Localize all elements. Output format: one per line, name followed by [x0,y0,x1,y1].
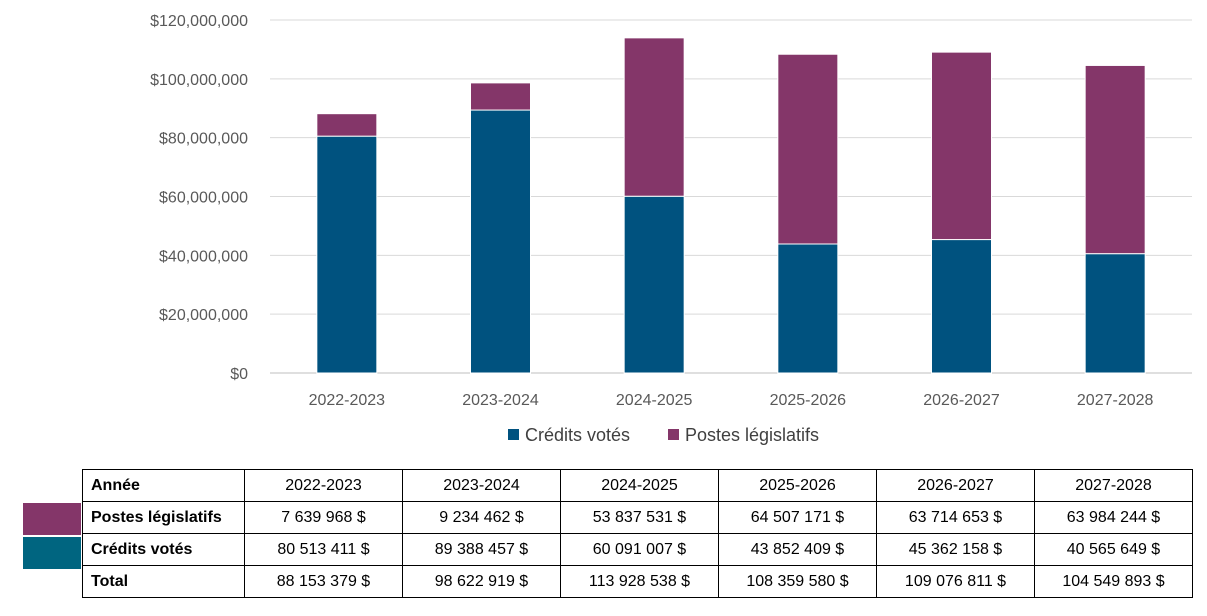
bar-segment [470,82,531,111]
x-tick-label: 2026-2027 [923,392,1000,409]
table-cell: 64 507 171 $ [718,501,877,534]
table-cell: 113 928 538 $ [560,565,719,598]
bar-segment [777,53,839,245]
year-header: 2023-2024 [402,469,561,502]
year-header: 2025-2026 [718,469,877,502]
y-tick-label: $60,000,000 [159,190,248,207]
table-header-label: Année [82,469,245,502]
year-header: 2022-2023 [244,469,403,502]
year-header: 2024-2025 [560,469,719,502]
y-tick-label: $120,000,000 [150,13,248,30]
y-tick-label: $0 [230,366,248,383]
x-tick-label: 2027-2028 [1077,392,1154,409]
table-cell: 43 852 409 $ [718,533,877,566]
bar-segment [316,113,378,137]
stacked-bar-chart: $0 $20,000,000 $40,000,000 $60,000,000 $80,0… [150,13,1192,445]
table-row: Postes législatifs 7 639 968 $ 9 234 462… [82,501,1193,534]
table-cell: 98 622 919 $ [402,565,561,598]
x-tick-label: 2025-2026 [770,392,847,409]
table-cell: 7 639 968 $ [244,501,403,534]
legend-label: Crédits votés [525,425,630,445]
y-tick-label: $100,000,000 [150,72,248,89]
x-axis-tick-labels: 2022-2023 2023-2024 2024-2025 2025-2026 2026… [309,392,1154,409]
table-cell: 63 714 653 $ [876,501,1035,534]
y-tick-label: $20,000,000 [159,307,248,324]
table-cell: 89 388 457 $ [402,533,561,566]
table-cell: 60 091 007 $ [560,533,719,566]
table-cell: 108 359 580 $ [718,565,877,598]
y-axis-tick-labels: $0 $20,000,000 $40,000,000 $60,000,000 $80,0… [150,13,248,383]
table-cell: 88 153 379 $ [244,565,403,598]
table-cell: 53 837 531 $ [560,501,719,534]
bars [316,37,1146,374]
bar-segment [316,135,378,374]
year-header: 2027-2028 [1034,469,1193,502]
legend: Crédits votés Postes législatifs [508,425,819,445]
table-header-row: Année 2022-2023 2023-2024 2024-2025 2025… [82,469,1193,502]
legend-label: Postes législatifs [685,425,819,445]
table-row: Crédits votés 80 513 411 $ 89 388 457 $ … [82,533,1193,566]
bar-segment [1084,64,1146,255]
y-tick-label: $80,000,000 [159,131,248,148]
bar-segment [623,195,685,374]
gridlines [270,19,1192,374]
row-label: Total [82,565,245,598]
legend-swatch [508,429,519,440]
bar-segment [777,243,839,374]
table-cell: 63 984 244 $ [1034,501,1193,534]
x-tick-label: 2024-2025 [616,392,693,409]
legend-swatch [668,429,679,440]
table-cell: 40 565 649 $ [1034,533,1193,566]
x-tick-label: 2022-2023 [309,392,386,409]
y-tick-label: $40,000,000 [159,248,248,265]
x-tick-label: 2023-2024 [462,392,539,409]
bar-segment [1084,253,1146,374]
postes-legislatifs-swatch [23,503,81,535]
bar-segment [931,51,992,241]
row-label: Postes législatifs [82,501,245,534]
table-cell: 109 076 811 $ [876,565,1035,598]
table-cell: 45 362 158 $ [876,533,1035,566]
bar-segment [470,109,531,374]
table-cell: 9 234 462 $ [402,501,561,534]
credits-votes-swatch [23,537,81,569]
bar-segment [623,37,685,197]
bar-segment [931,239,992,374]
table-cell: 104 549 893 $ [1034,565,1193,598]
data-table: Année 2022-2023 2023-2024 2024-2025 2025… [82,469,1193,598]
year-header: 2026-2027 [876,469,1035,502]
table-row: Total 88 153 379 $ 98 622 919 $ 113 928 … [82,565,1193,598]
row-label: Crédits votés [82,533,245,566]
table-cell: 80 513 411 $ [244,533,403,566]
